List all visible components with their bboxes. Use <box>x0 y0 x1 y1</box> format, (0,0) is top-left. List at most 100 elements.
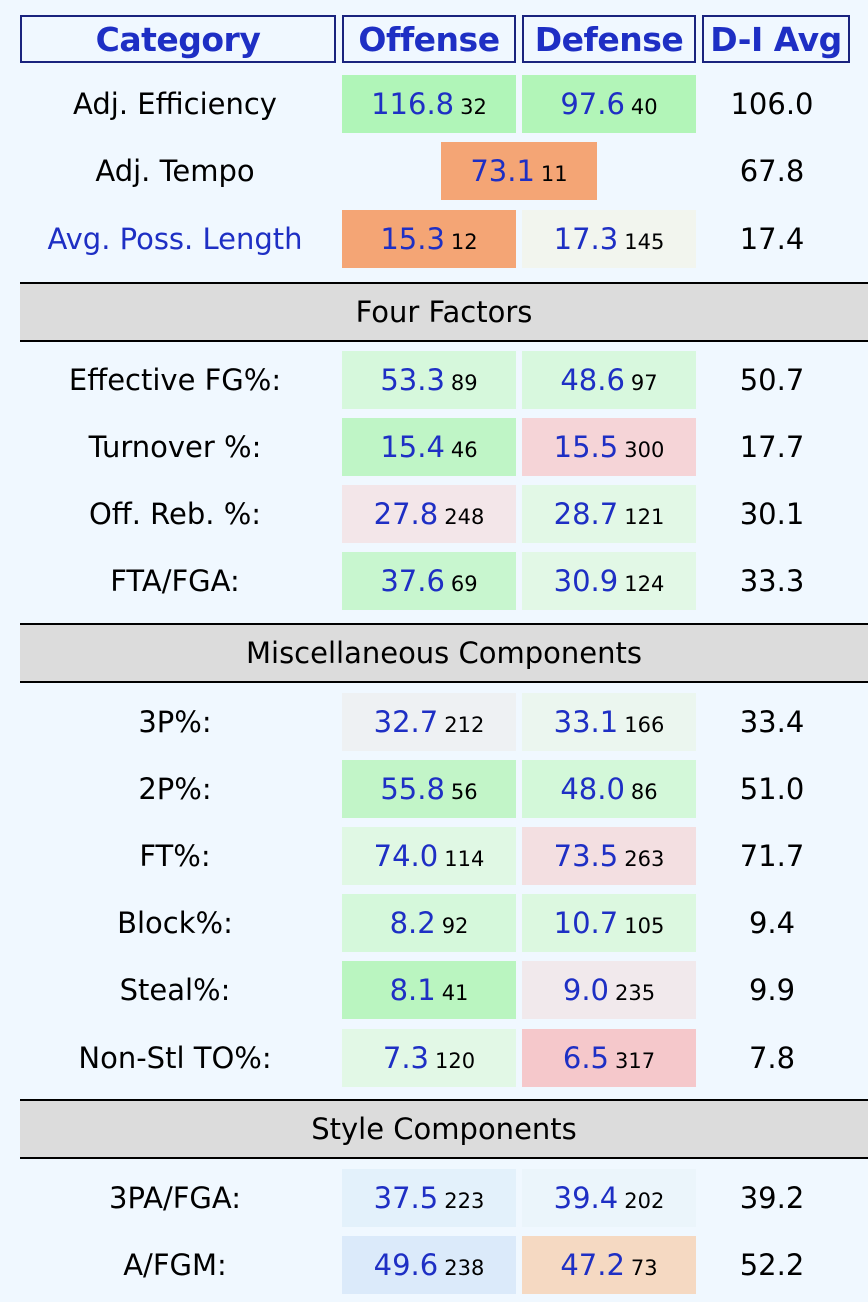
offense-cell: 116.8 32 <box>342 75 516 133</box>
d1-avg-value: 7.8 <box>748 1041 796 1075</box>
section-header-miscellaneous: Miscellaneous Components <box>20 623 868 683</box>
defense-rank: 121 <box>624 505 665 529</box>
offense-cell: 49.6 238 <box>342 1236 516 1294</box>
row-non-stl-to-pct: Non-Stl TO%: 7.3 120 6.5 317 7.8 <box>0 1029 868 1087</box>
defense-cell: 9.0 235 <box>522 961 696 1019</box>
defense-rank: 263 <box>624 847 665 871</box>
offense-value: 7.3 <box>382 1041 430 1075</box>
offense-cell: 27.8 248 <box>342 485 516 543</box>
d1-avg-value: 17.4 <box>739 222 805 256</box>
defense-rank: 300 <box>624 438 665 462</box>
offense-cell: 53.3 89 <box>342 351 516 409</box>
defense-value: 28.7 <box>553 497 619 531</box>
defense-cell: 6.5 317 <box>522 1029 696 1087</box>
offense-value: 37.6 <box>380 564 445 598</box>
offense-cell: 15.4 46 <box>342 418 516 476</box>
tempo-cell: 73.1 11 <box>441 142 597 200</box>
row-label: FTA/FGA: <box>110 564 240 598</box>
row-steal-pct: Steal%: 8.1 41 9.0 235 9.9 <box>0 961 868 1019</box>
defense-cell: 73.5 263 <box>522 827 696 885</box>
defense-rank: 235 <box>615 981 656 1005</box>
defense-cell: 30.9 124 <box>522 552 696 610</box>
defense-cell: 10.7 105 <box>522 894 696 952</box>
defense-cell: 39.4 202 <box>522 1169 696 1227</box>
d1-avg-value: 39.2 <box>739 1181 805 1215</box>
offense-value: 15.4 <box>380 430 445 464</box>
offense-rank: 92 <box>441 914 469 938</box>
defense-rank: 124 <box>624 572 665 596</box>
row-label: Adj. Efficiency <box>73 87 277 121</box>
defense-value: 9.0 <box>562 973 610 1007</box>
offense-value: 32.7 <box>373 705 439 739</box>
row-label: Adj. Tempo <box>95 154 255 188</box>
offense-cell: 32.7 212 <box>342 693 516 751</box>
header-offense[interactable]: Offense <box>342 15 516 63</box>
d1-avg-value: 33.3 <box>739 564 805 598</box>
offense-rank: 238 <box>444 1256 485 1280</box>
offense-cell: 7.3 120 <box>342 1029 516 1087</box>
tempo-rank: 11 <box>540 162 568 186</box>
offense-value: 49.6 <box>373 1248 439 1282</box>
offense-cell: 8.1 41 <box>342 961 516 1019</box>
offense-rank: 69 <box>450 572 478 596</box>
row-label: 3P%: <box>138 705 212 739</box>
d1-avg-value: 9.9 <box>748 973 796 1007</box>
d1-avg-value: 67.8 <box>739 154 805 188</box>
defense-rank: 86 <box>630 780 658 804</box>
row-adj-efficiency: Adj. Efficiency 116.8 32 97.6 40 106.0 <box>0 75 868 133</box>
row-label: Steal%: <box>119 973 231 1007</box>
row-effective-fg: Effective FG%: 53.3 89 48.6 97 50.7 <box>0 351 868 409</box>
offense-cell: 8.2 92 <box>342 894 516 952</box>
offense-value: 15.3 <box>380 222 445 256</box>
offense-cell: 15.3 12 <box>342 210 516 268</box>
offense-value: 74.0 <box>373 839 439 873</box>
defense-value: 97.6 <box>560 87 625 121</box>
row-3pa-fga: 3PA/FGA: 37.5 223 39.4 202 39.2 <box>0 1169 868 1227</box>
defense-cell: 47.2 73 <box>522 1236 696 1294</box>
offense-rank: 114 <box>444 847 485 871</box>
offense-rank: 12 <box>450 230 478 254</box>
offense-cell: 37.6 69 <box>342 552 516 610</box>
offense-rank: 41 <box>441 981 469 1005</box>
offense-rank: 32 <box>460 95 487 119</box>
row-label: Block%: <box>117 906 233 940</box>
row-label: FT%: <box>139 839 211 873</box>
defense-value: 73.5 <box>553 839 619 873</box>
offense-value: 53.3 <box>380 363 445 397</box>
row-fta-fga: FTA/FGA: 37.6 69 30.9 124 33.3 <box>0 552 868 610</box>
defense-cell: 97.6 40 <box>522 75 696 133</box>
offense-rank: 120 <box>435 1049 476 1073</box>
offense-value: 8.2 <box>389 906 436 940</box>
row-3p-pct: 3P%: 32.7 212 33.1 166 33.4 <box>0 693 868 751</box>
offense-rank: 89 <box>450 371 478 395</box>
offense-cell: 74.0 114 <box>342 827 516 885</box>
header-category[interactable]: Category <box>20 15 336 63</box>
offense-rank: 212 <box>444 713 485 737</box>
defense-cell: 48.6 97 <box>522 351 696 409</box>
defense-rank: 97 <box>630 371 658 395</box>
header-defense[interactable]: Defense <box>522 15 696 63</box>
offense-value: 27.8 <box>373 497 439 531</box>
row-label: 3PA/FGA: <box>109 1181 241 1215</box>
row-label: Effective FG%: <box>68 363 282 397</box>
defense-rank: 73 <box>630 1256 658 1280</box>
d1-avg-value: 50.7 <box>739 363 805 397</box>
defense-rank: 202 <box>624 1189 665 1213</box>
defense-cell: 17.3 145 <box>522 210 696 268</box>
tempo-value: 73.1 <box>470 154 535 188</box>
d1-avg-value: 33.4 <box>739 705 805 739</box>
defense-rank: 105 <box>624 914 665 938</box>
defense-cell: 33.1 166 <box>522 693 696 751</box>
d1-avg-value: 30.1 <box>739 497 805 531</box>
row-block-pct: Block%: 8.2 92 10.7 105 9.4 <box>0 894 868 952</box>
defense-rank: 166 <box>624 713 665 737</box>
row-a-fgm: A/FGM: 49.6 238 47.2 73 52.2 <box>0 1236 868 1294</box>
offense-rank: 248 <box>444 505 485 529</box>
avg-poss-length-link[interactable]: Avg. Poss. Length <box>47 222 303 256</box>
row-avg-poss-length: Avg. Poss. Length 15.3 12 17.3 145 17.4 <box>0 210 868 268</box>
section-header-style: Style Components <box>20 1099 868 1159</box>
defense-rank: 40 <box>630 95 658 119</box>
row-label: A/FGM: <box>123 1248 227 1282</box>
row-label: 2P%: <box>138 772 212 806</box>
header-d1-avg[interactable]: D-I Avg <box>702 15 850 63</box>
